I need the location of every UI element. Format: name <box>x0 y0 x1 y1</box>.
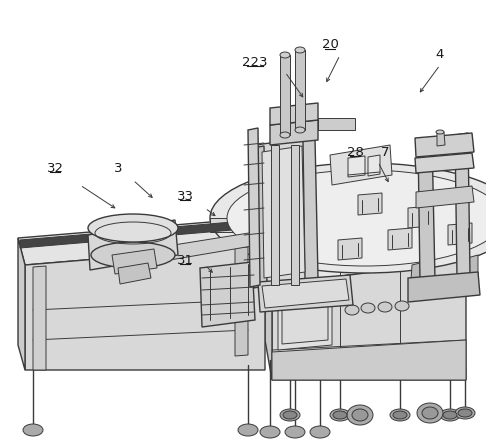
Polygon shape <box>388 228 412 250</box>
Polygon shape <box>235 247 248 356</box>
Polygon shape <box>155 232 258 262</box>
Polygon shape <box>33 266 46 370</box>
Polygon shape <box>265 220 466 285</box>
Polygon shape <box>25 245 265 370</box>
Polygon shape <box>270 103 318 125</box>
Ellipse shape <box>238 424 258 436</box>
Polygon shape <box>280 55 290 135</box>
Text: 33: 33 <box>176 190 193 202</box>
Polygon shape <box>271 145 279 285</box>
Ellipse shape <box>280 409 300 421</box>
Ellipse shape <box>91 242 175 268</box>
Ellipse shape <box>352 409 368 421</box>
Polygon shape <box>408 272 480 302</box>
Polygon shape <box>118 263 151 284</box>
Polygon shape <box>112 249 157 274</box>
Ellipse shape <box>361 303 375 313</box>
Polygon shape <box>418 138 435 282</box>
Ellipse shape <box>283 411 297 419</box>
Polygon shape <box>415 133 474 157</box>
Polygon shape <box>262 279 349 308</box>
Polygon shape <box>303 138 318 280</box>
Polygon shape <box>358 193 382 215</box>
Ellipse shape <box>347 405 373 425</box>
Polygon shape <box>18 238 25 370</box>
Ellipse shape <box>285 426 305 438</box>
Ellipse shape <box>390 409 410 421</box>
Polygon shape <box>272 260 466 380</box>
Polygon shape <box>278 285 332 350</box>
Polygon shape <box>200 262 255 327</box>
Ellipse shape <box>310 426 330 438</box>
Text: 223: 223 <box>242 55 268 68</box>
Polygon shape <box>448 223 472 245</box>
Ellipse shape <box>210 163 486 273</box>
Ellipse shape <box>227 170 486 266</box>
Polygon shape <box>210 218 486 232</box>
Text: 31: 31 <box>176 253 193 266</box>
Polygon shape <box>415 153 474 173</box>
Text: 3: 3 <box>114 161 122 174</box>
Polygon shape <box>270 120 318 145</box>
Text: 7: 7 <box>381 146 389 159</box>
Ellipse shape <box>417 403 443 423</box>
Text: 28: 28 <box>347 146 364 159</box>
Polygon shape <box>368 155 380 176</box>
Polygon shape <box>255 138 312 288</box>
Ellipse shape <box>378 302 392 312</box>
Polygon shape <box>416 186 474 208</box>
Ellipse shape <box>333 411 347 419</box>
Polygon shape <box>410 260 432 295</box>
Ellipse shape <box>88 214 178 242</box>
Polygon shape <box>88 220 178 270</box>
Polygon shape <box>348 156 365 177</box>
Polygon shape <box>248 128 260 287</box>
Ellipse shape <box>295 127 305 133</box>
Polygon shape <box>282 289 328 344</box>
Polygon shape <box>330 145 392 185</box>
Polygon shape <box>455 133 470 277</box>
Polygon shape <box>291 145 299 285</box>
Polygon shape <box>460 255 478 288</box>
Polygon shape <box>265 245 272 380</box>
Polygon shape <box>437 132 445 146</box>
Ellipse shape <box>295 47 305 53</box>
Ellipse shape <box>455 407 475 419</box>
Ellipse shape <box>23 424 43 436</box>
Polygon shape <box>262 146 305 278</box>
Ellipse shape <box>330 409 350 421</box>
Polygon shape <box>338 238 362 260</box>
Ellipse shape <box>422 407 438 419</box>
Ellipse shape <box>440 409 460 421</box>
Polygon shape <box>408 206 432 228</box>
Text: 32: 32 <box>47 161 64 174</box>
Polygon shape <box>258 275 353 312</box>
Ellipse shape <box>395 301 409 311</box>
Ellipse shape <box>458 409 472 417</box>
Ellipse shape <box>345 305 359 315</box>
Text: 20: 20 <box>322 38 338 51</box>
Ellipse shape <box>280 132 290 138</box>
Polygon shape <box>295 50 305 130</box>
Ellipse shape <box>280 52 290 58</box>
Ellipse shape <box>393 411 407 419</box>
Ellipse shape <box>443 411 457 419</box>
Text: 4: 4 <box>436 49 444 62</box>
Ellipse shape <box>260 426 280 438</box>
Polygon shape <box>318 118 355 130</box>
Polygon shape <box>18 218 265 265</box>
Polygon shape <box>20 220 256 248</box>
Polygon shape <box>272 340 466 380</box>
Polygon shape <box>252 146 267 288</box>
Ellipse shape <box>436 130 444 134</box>
